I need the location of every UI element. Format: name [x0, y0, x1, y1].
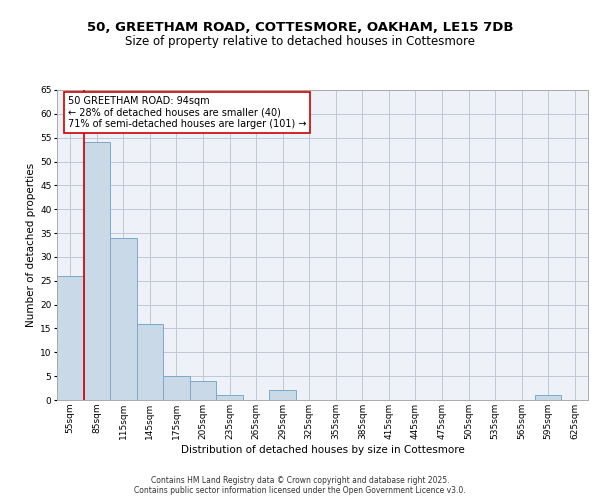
Bar	[269, 390, 296, 400]
Bar	[57, 276, 83, 400]
Bar	[110, 238, 137, 400]
Bar	[535, 395, 562, 400]
Text: 50 GREETHAM ROAD: 94sqm
← 28% of detached houses are smaller (40)
71% of semi-de: 50 GREETHAM ROAD: 94sqm ← 28% of detache…	[68, 96, 306, 130]
Bar	[217, 395, 243, 400]
X-axis label: Distribution of detached houses by size in Cottesmore: Distribution of detached houses by size …	[181, 444, 464, 454]
Bar	[190, 381, 217, 400]
Y-axis label: Number of detached properties: Number of detached properties	[26, 163, 36, 327]
Bar	[163, 376, 190, 400]
Bar	[83, 142, 110, 400]
Text: Contains HM Land Registry data © Crown copyright and database right 2025.
Contai: Contains HM Land Registry data © Crown c…	[134, 476, 466, 495]
Text: Size of property relative to detached houses in Cottesmore: Size of property relative to detached ho…	[125, 34, 475, 48]
Text: 50, GREETHAM ROAD, COTTESMORE, OAKHAM, LE15 7DB: 50, GREETHAM ROAD, COTTESMORE, OAKHAM, L…	[87, 21, 513, 34]
Bar	[137, 324, 163, 400]
